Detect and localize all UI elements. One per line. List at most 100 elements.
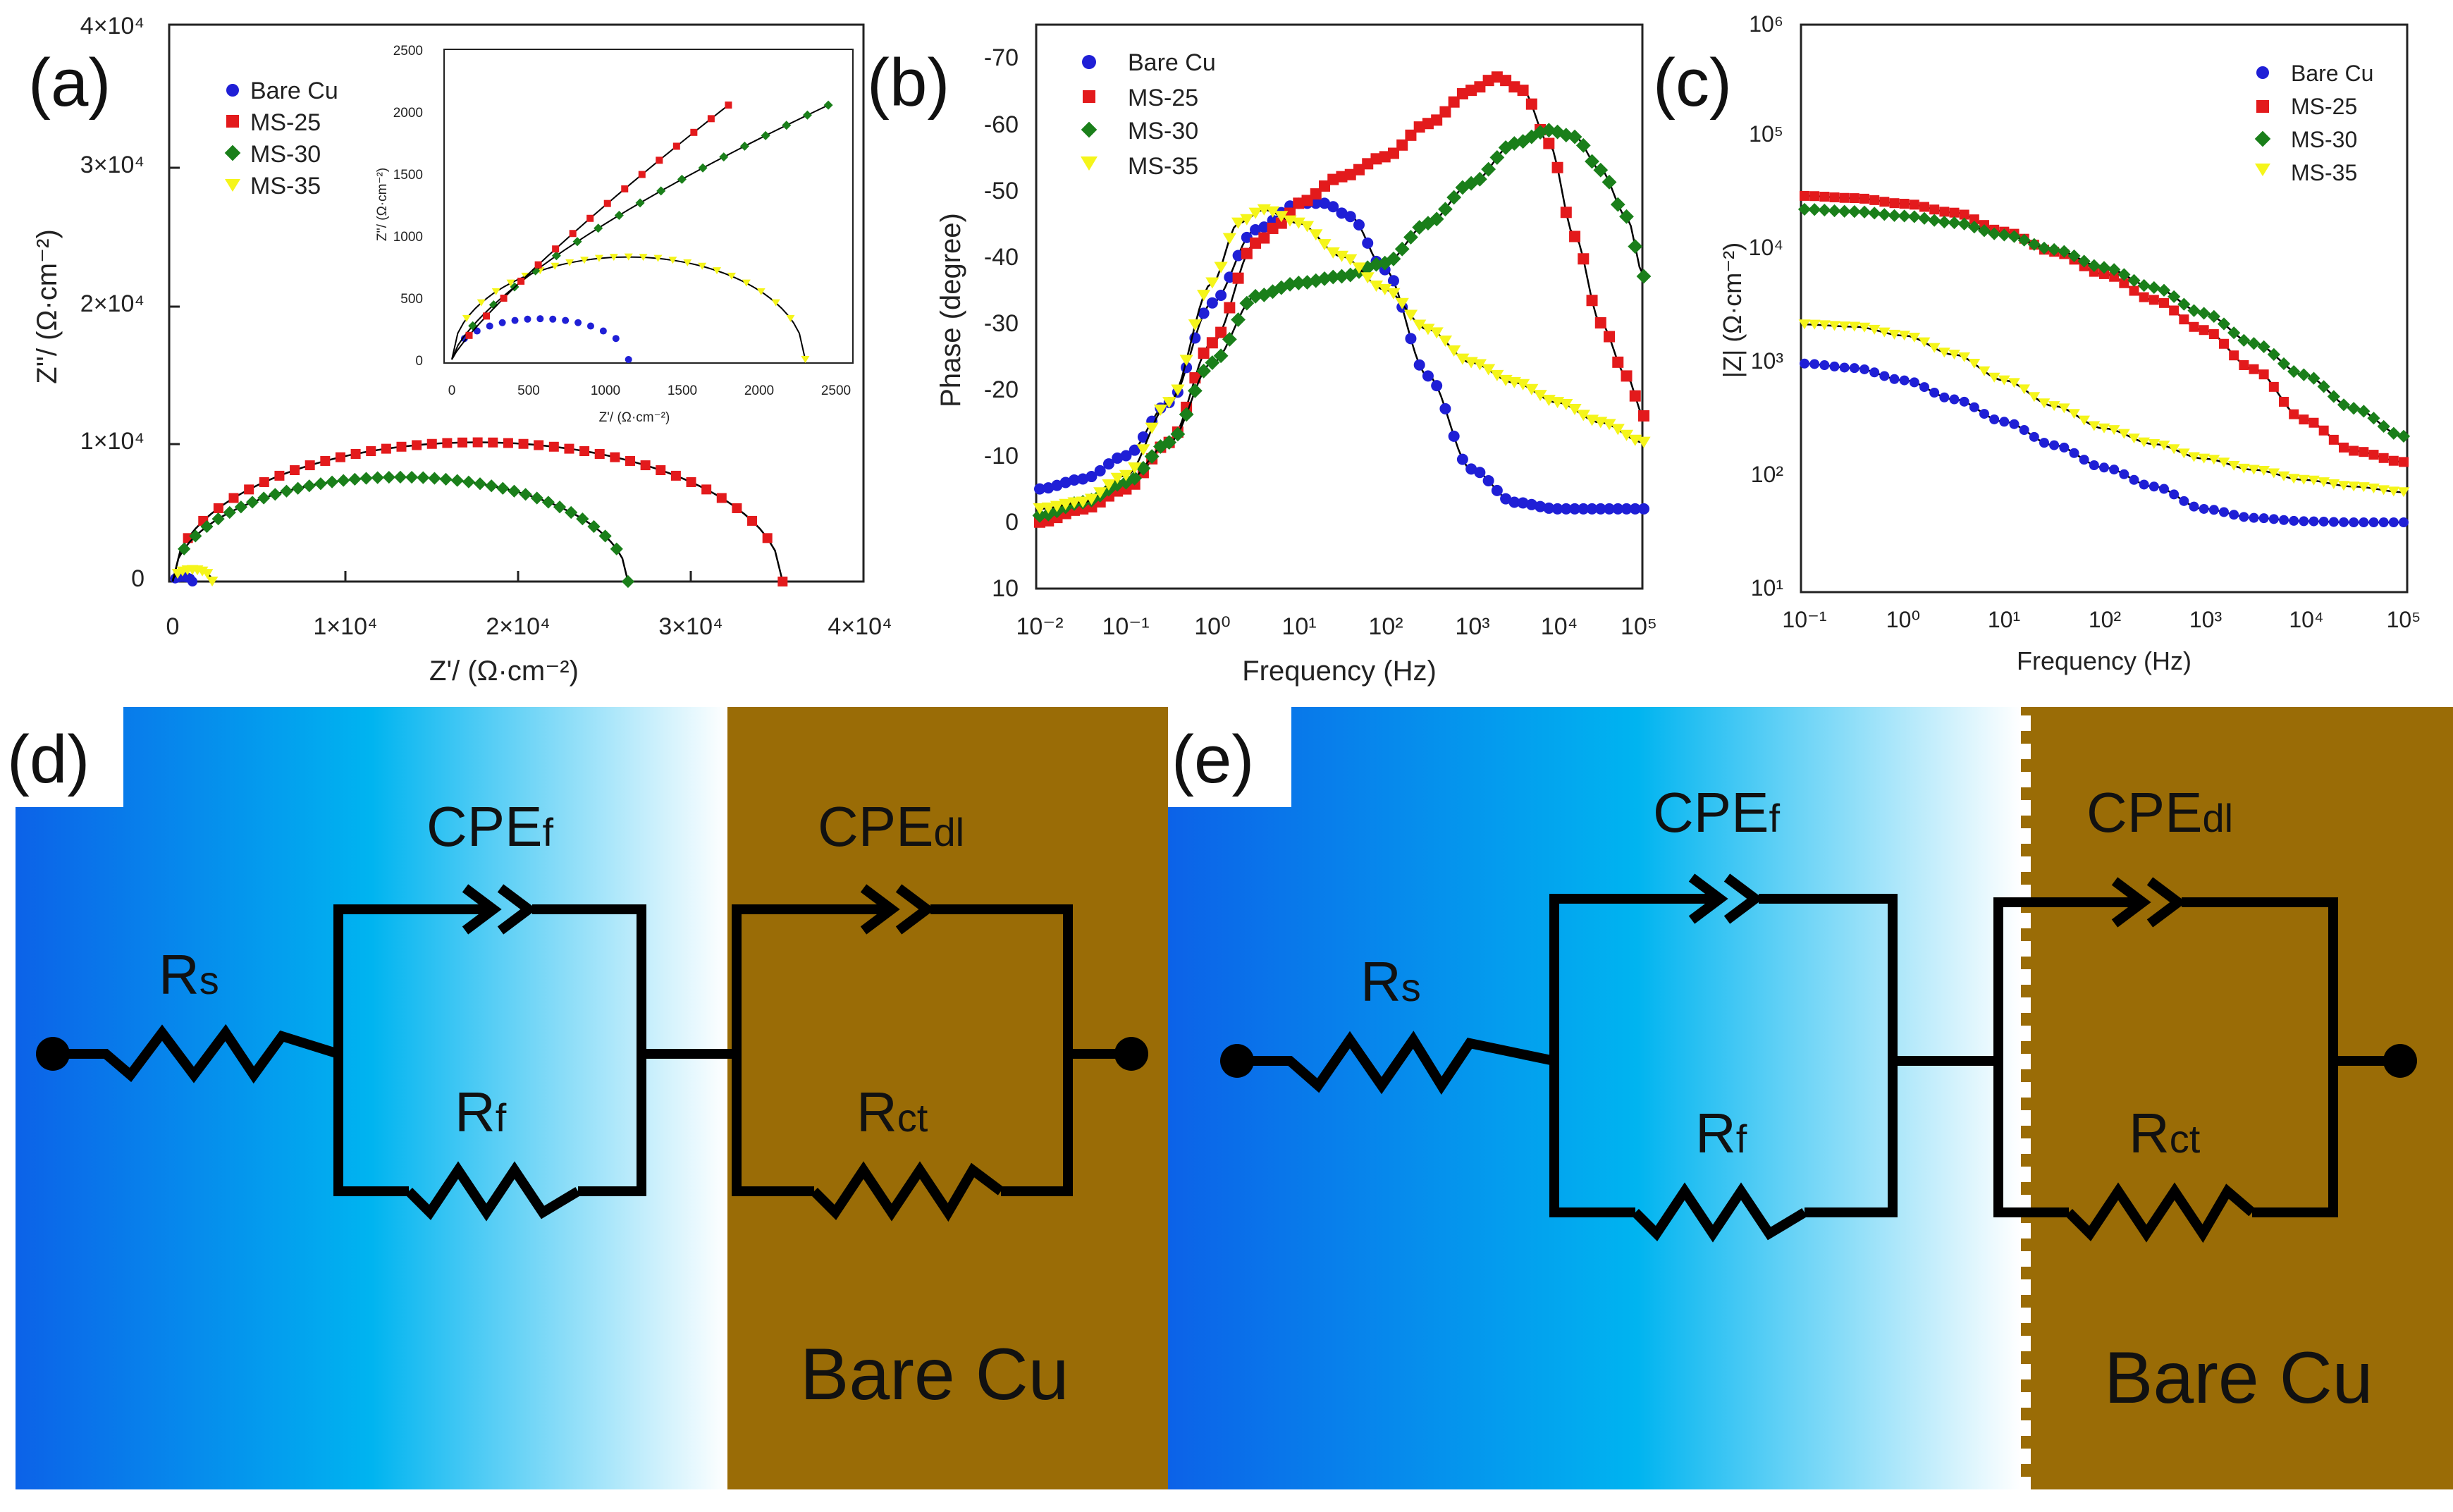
- plot-b-ytick: -10: [984, 443, 1019, 469]
- inset-data-point: [786, 314, 795, 322]
- data-point: [1551, 161, 1563, 173]
- data-point: [1248, 207, 1262, 219]
- data-point: [1093, 487, 1107, 499]
- plot-b-xticks: 10⁻² 10⁻¹ 10⁰ 10¹ 10² 10³ 10⁴ 10⁵: [1016, 613, 1657, 640]
- inset-data-point: [782, 121, 792, 130]
- data-point: [1949, 207, 1960, 218]
- data-point: [1559, 128, 1574, 143]
- plot-b-ytick: -40: [984, 244, 1019, 271]
- data-point: [2289, 409, 2299, 419]
- data-point: [1808, 319, 1821, 330]
- legend-a-label: Bare Cu: [250, 78, 338, 104]
- data-point: [2017, 233, 2031, 247]
- data-point: [1818, 203, 1831, 217]
- data-point: [2099, 269, 2109, 279]
- data-point: [1145, 422, 1159, 434]
- circuit-d-cpedl-symbol: [895, 884, 935, 935]
- plot-c-ytick: 10⁴: [1749, 235, 1783, 260]
- data-point: [1403, 309, 1418, 321]
- data-point: [1949, 394, 1960, 405]
- data-point: [762, 533, 773, 543]
- plot-c-ytick: 10⁵: [1749, 121, 1783, 147]
- data-point: [2249, 364, 2259, 374]
- data-point: [2268, 381, 2279, 392]
- data-point: [1239, 295, 1255, 311]
- data-point: [2038, 398, 2051, 409]
- data-point: [2077, 254, 2091, 268]
- data-point: [2327, 390, 2340, 403]
- inset-data-point: [656, 156, 663, 164]
- data-point: [1387, 147, 1399, 159]
- plot-b-marks: [1032, 71, 1652, 528]
- inset-data-point: [802, 110, 812, 120]
- data-point: [1959, 396, 1969, 407]
- plot-b-ytick: -70: [984, 44, 1019, 71]
- data-point: [1636, 269, 1652, 284]
- data-point: [2397, 429, 2411, 443]
- data-point: [2318, 516, 2329, 527]
- data-point: [2177, 448, 2190, 459]
- data-point: [594, 448, 605, 459]
- data-point: [1500, 493, 1512, 505]
- data-point: [1326, 247, 1340, 259]
- data-point: [670, 470, 681, 481]
- data-point: [2099, 462, 2109, 473]
- data-point: [1420, 216, 1436, 231]
- data-point: [1629, 390, 1641, 402]
- data-point: [1043, 482, 1055, 494]
- data-point: [1848, 321, 1861, 332]
- data-point: [2139, 292, 2149, 302]
- data-point: [325, 475, 339, 488]
- interface-tooth: [2021, 1138, 2031, 1154]
- inset-data-point: [656, 186, 666, 196]
- data-point: [1898, 331, 1911, 341]
- circuit-d-rs-label: Rs: [159, 943, 219, 1006]
- data-point: [598, 529, 612, 543]
- data-point: [1879, 197, 1890, 207]
- data-point: [314, 477, 328, 491]
- data-point: [1352, 262, 1366, 274]
- data-point: [2197, 307, 2211, 320]
- data-point: [1559, 399, 1573, 411]
- panel-e-tag-box: [1168, 698, 1291, 807]
- plot-b-frame: [1035, 23, 1644, 590]
- data-point: [1456, 353, 1470, 365]
- interface-tooth: [2021, 1449, 2031, 1464]
- data-point: [1119, 469, 1133, 481]
- inset-data-point: [638, 171, 646, 178]
- data-point: [656, 465, 666, 475]
- circuit-d: [36, 884, 1148, 1222]
- data-point: [2039, 438, 2049, 448]
- inset-data-point: [552, 245, 560, 253]
- data-point: [1153, 439, 1168, 454]
- data-point: [280, 484, 293, 498]
- inset-data-point: [614, 210, 624, 220]
- data-point: [2189, 501, 2199, 512]
- data-point: [777, 577, 788, 586]
- data-point: [1586, 503, 1598, 515]
- inset-data-point: [771, 299, 780, 307]
- data-point: [488, 437, 498, 448]
- data-point: [541, 496, 555, 509]
- data-point: [1585, 154, 1599, 169]
- data-point: [1938, 215, 1951, 229]
- data-point: [1334, 250, 1349, 262]
- data-point: [1586, 295, 1598, 307]
- plot-a-xlabel: Z'/ (Ω·cm⁻²): [429, 656, 579, 687]
- data-point: [1859, 364, 1869, 374]
- data-point: [1959, 209, 1969, 220]
- data-point: [393, 470, 407, 484]
- data-point: [2018, 384, 2031, 395]
- data-point: [1988, 227, 2001, 240]
- data-point: [1919, 382, 1929, 393]
- data-point: [1282, 277, 1298, 292]
- data-point: [1033, 503, 1047, 515]
- legend-b-label: MS-30: [1128, 118, 1198, 145]
- data-point: [1849, 193, 1859, 204]
- data-point: [2058, 403, 2070, 414]
- data-point: [1344, 168, 1356, 180]
- legend-b-label: MS-25: [1128, 85, 1198, 111]
- inset-data-point: [565, 259, 574, 266]
- plot-b-xtick: 10⁻¹: [1102, 613, 1149, 640]
- data-point: [2179, 314, 2189, 325]
